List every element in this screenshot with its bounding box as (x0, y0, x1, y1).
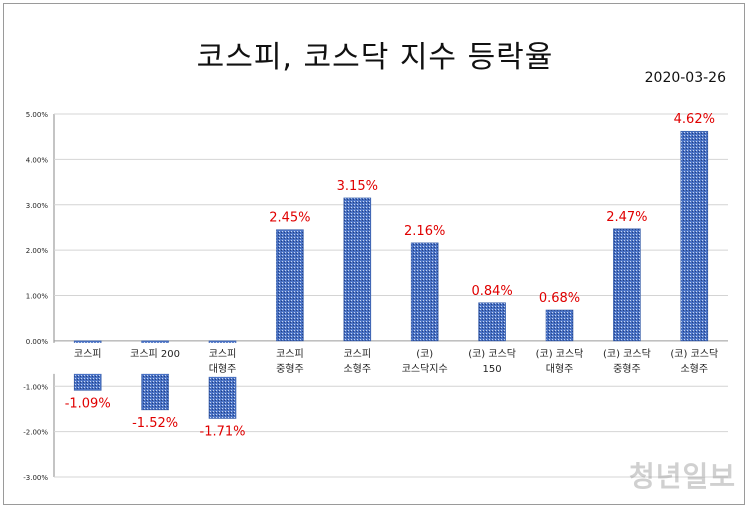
bar (613, 228, 641, 342)
category-label: (코) 코스닥 (603, 348, 651, 360)
category-label: 중형주 (276, 363, 304, 375)
bars (73, 130, 709, 419)
y-tick-label: -2.00% (23, 429, 48, 437)
data-label: 2.16% (404, 224, 445, 239)
bar (343, 197, 372, 342)
y-tick-label: 0.00% (26, 338, 49, 346)
bar (478, 302, 506, 342)
label-backdrop (51, 342, 124, 374)
bar (545, 309, 574, 342)
category-label: (코) (416, 349, 433, 360)
category-label: 코스닥지수 (402, 363, 448, 375)
watermark: 청년일보 (628, 460, 736, 493)
y-tick-label: 4.00% (26, 156, 49, 164)
y-tick-label: -1.00% (23, 383, 48, 391)
data-label: 3.15% (337, 179, 378, 194)
label-backdrop (119, 342, 192, 374)
category-label: 150 (483, 364, 502, 375)
bar (276, 229, 304, 342)
data-label: 0.68% (539, 291, 580, 306)
data-labels: -1.09% -1.52% -1.71% 2.45% 3.15% 2.16% 0.84% 0.… (65, 112, 715, 439)
y-axis-ticks: 5.00% 4.00% 3.00% 2.00% 1.00% 0.00% -1.00% -2.0… (23, 111, 48, 482)
data-label: -1.52% (132, 416, 178, 431)
category-label: 소형주 (343, 363, 371, 375)
label-backdrop (186, 342, 259, 377)
category-label: 중형주 (613, 363, 641, 375)
bar (680, 130, 709, 342)
category-label: 코스피 (209, 348, 237, 360)
category-label: (코) 코스닥 (468, 348, 516, 360)
category-label: 대형주 (546, 363, 574, 375)
data-label: 2.45% (269, 211, 310, 226)
y-tick-label: 3.00% (26, 202, 49, 210)
y-tick-label: 1.00% (26, 293, 49, 301)
category-label: 코스피 (74, 348, 102, 360)
data-label: 0.84% (471, 284, 512, 299)
category-label: 소형주 (680, 363, 708, 375)
y-tick-label: 5.00% (26, 111, 49, 119)
y-tick-label: -3.00% (23, 474, 48, 482)
chart-title: 코스피, 코스닥 지수 등락율 (196, 40, 554, 75)
category-label: 코스피 (276, 348, 304, 360)
data-label: 4.62% (674, 112, 715, 127)
data-label: -1.71% (200, 424, 246, 439)
category-label: 코스피 200 (130, 348, 180, 360)
category-label: 대형주 (209, 363, 237, 375)
category-label: 코스피 (343, 348, 371, 360)
data-label: -1.09% (65, 396, 111, 411)
data-label: 2.47% (606, 210, 647, 225)
chart-date: 2020-03-26 (644, 70, 726, 86)
category-label: (코) 코스닥 (536, 348, 584, 360)
y-tick-label: 2.00% (26, 247, 49, 255)
bar (410, 242, 439, 342)
category-label: (코) 코스닥 (670, 348, 718, 360)
